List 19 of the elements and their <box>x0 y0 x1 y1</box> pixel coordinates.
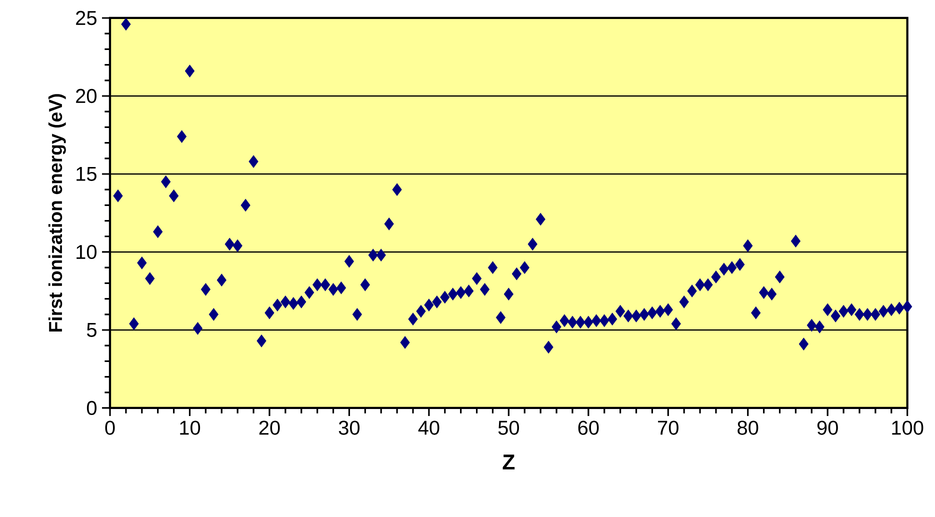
y-tick-label: 10 <box>76 244 97 260</box>
x-tick-label: 70 <box>658 420 678 435</box>
y-tick-label: 20 <box>76 88 97 104</box>
x-axis-title: Z <box>502 454 515 470</box>
x-tick-label: 10 <box>180 420 200 435</box>
x-tick-label: 50 <box>498 420 519 435</box>
x-tick-label: 40 <box>418 420 440 435</box>
y-tick-label: 25 <box>76 10 96 26</box>
x-tick-label: 30 <box>338 420 360 435</box>
x-tick-label: 90 <box>817 420 838 435</box>
x-tick-label: 100 <box>892 420 924 435</box>
x-tick-label: 60 <box>578 420 599 435</box>
y-axis-title: First ionization energy (eV) <box>48 94 66 332</box>
x-tick-label: 80 <box>738 420 758 435</box>
x-tick-label: 20 <box>259 420 280 435</box>
y-tick-label: 15 <box>76 167 96 181</box>
y-tick-label: 0 <box>86 400 97 416</box>
y-tick-label: 5 <box>86 323 96 337</box>
x-tick-label: 0 <box>105 420 115 435</box>
